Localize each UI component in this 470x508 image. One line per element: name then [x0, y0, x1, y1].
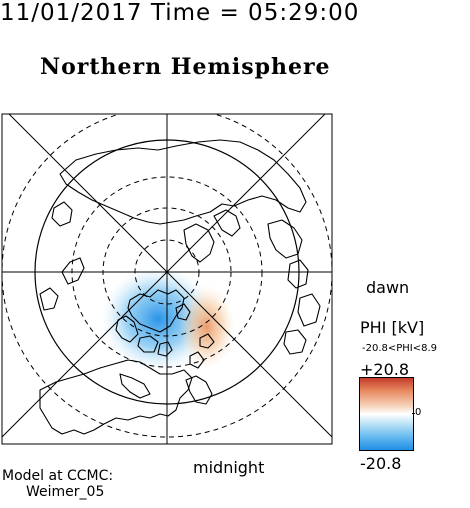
- legend-zero-tick: [412, 413, 415, 414]
- model-name: Weimer_05: [26, 484, 105, 500]
- midnight-label: midnight: [193, 458, 265, 477]
- datetime-header: 11/01/2017 Time = 05:29:00: [0, 0, 360, 26]
- legend-zero-label: 0: [415, 407, 422, 418]
- polar-map: [1, 113, 333, 445]
- model-credit: Model at CCMC:: [2, 468, 114, 484]
- legend-range: -20.8<PHI<8.9: [362, 343, 438, 354]
- dawn-label: dawn: [366, 278, 410, 297]
- legend-min-label: -20.8: [360, 454, 402, 473]
- legend-max-label: +20.8: [360, 360, 410, 379]
- positive-potential-cell: [179, 285, 235, 369]
- legend-title: PHI [kV]: [360, 318, 425, 337]
- coastlines: [39, 139, 321, 435]
- legend-colorbar: [359, 377, 414, 451]
- hemisphere-title: Northern Hemisphere: [40, 54, 331, 80]
